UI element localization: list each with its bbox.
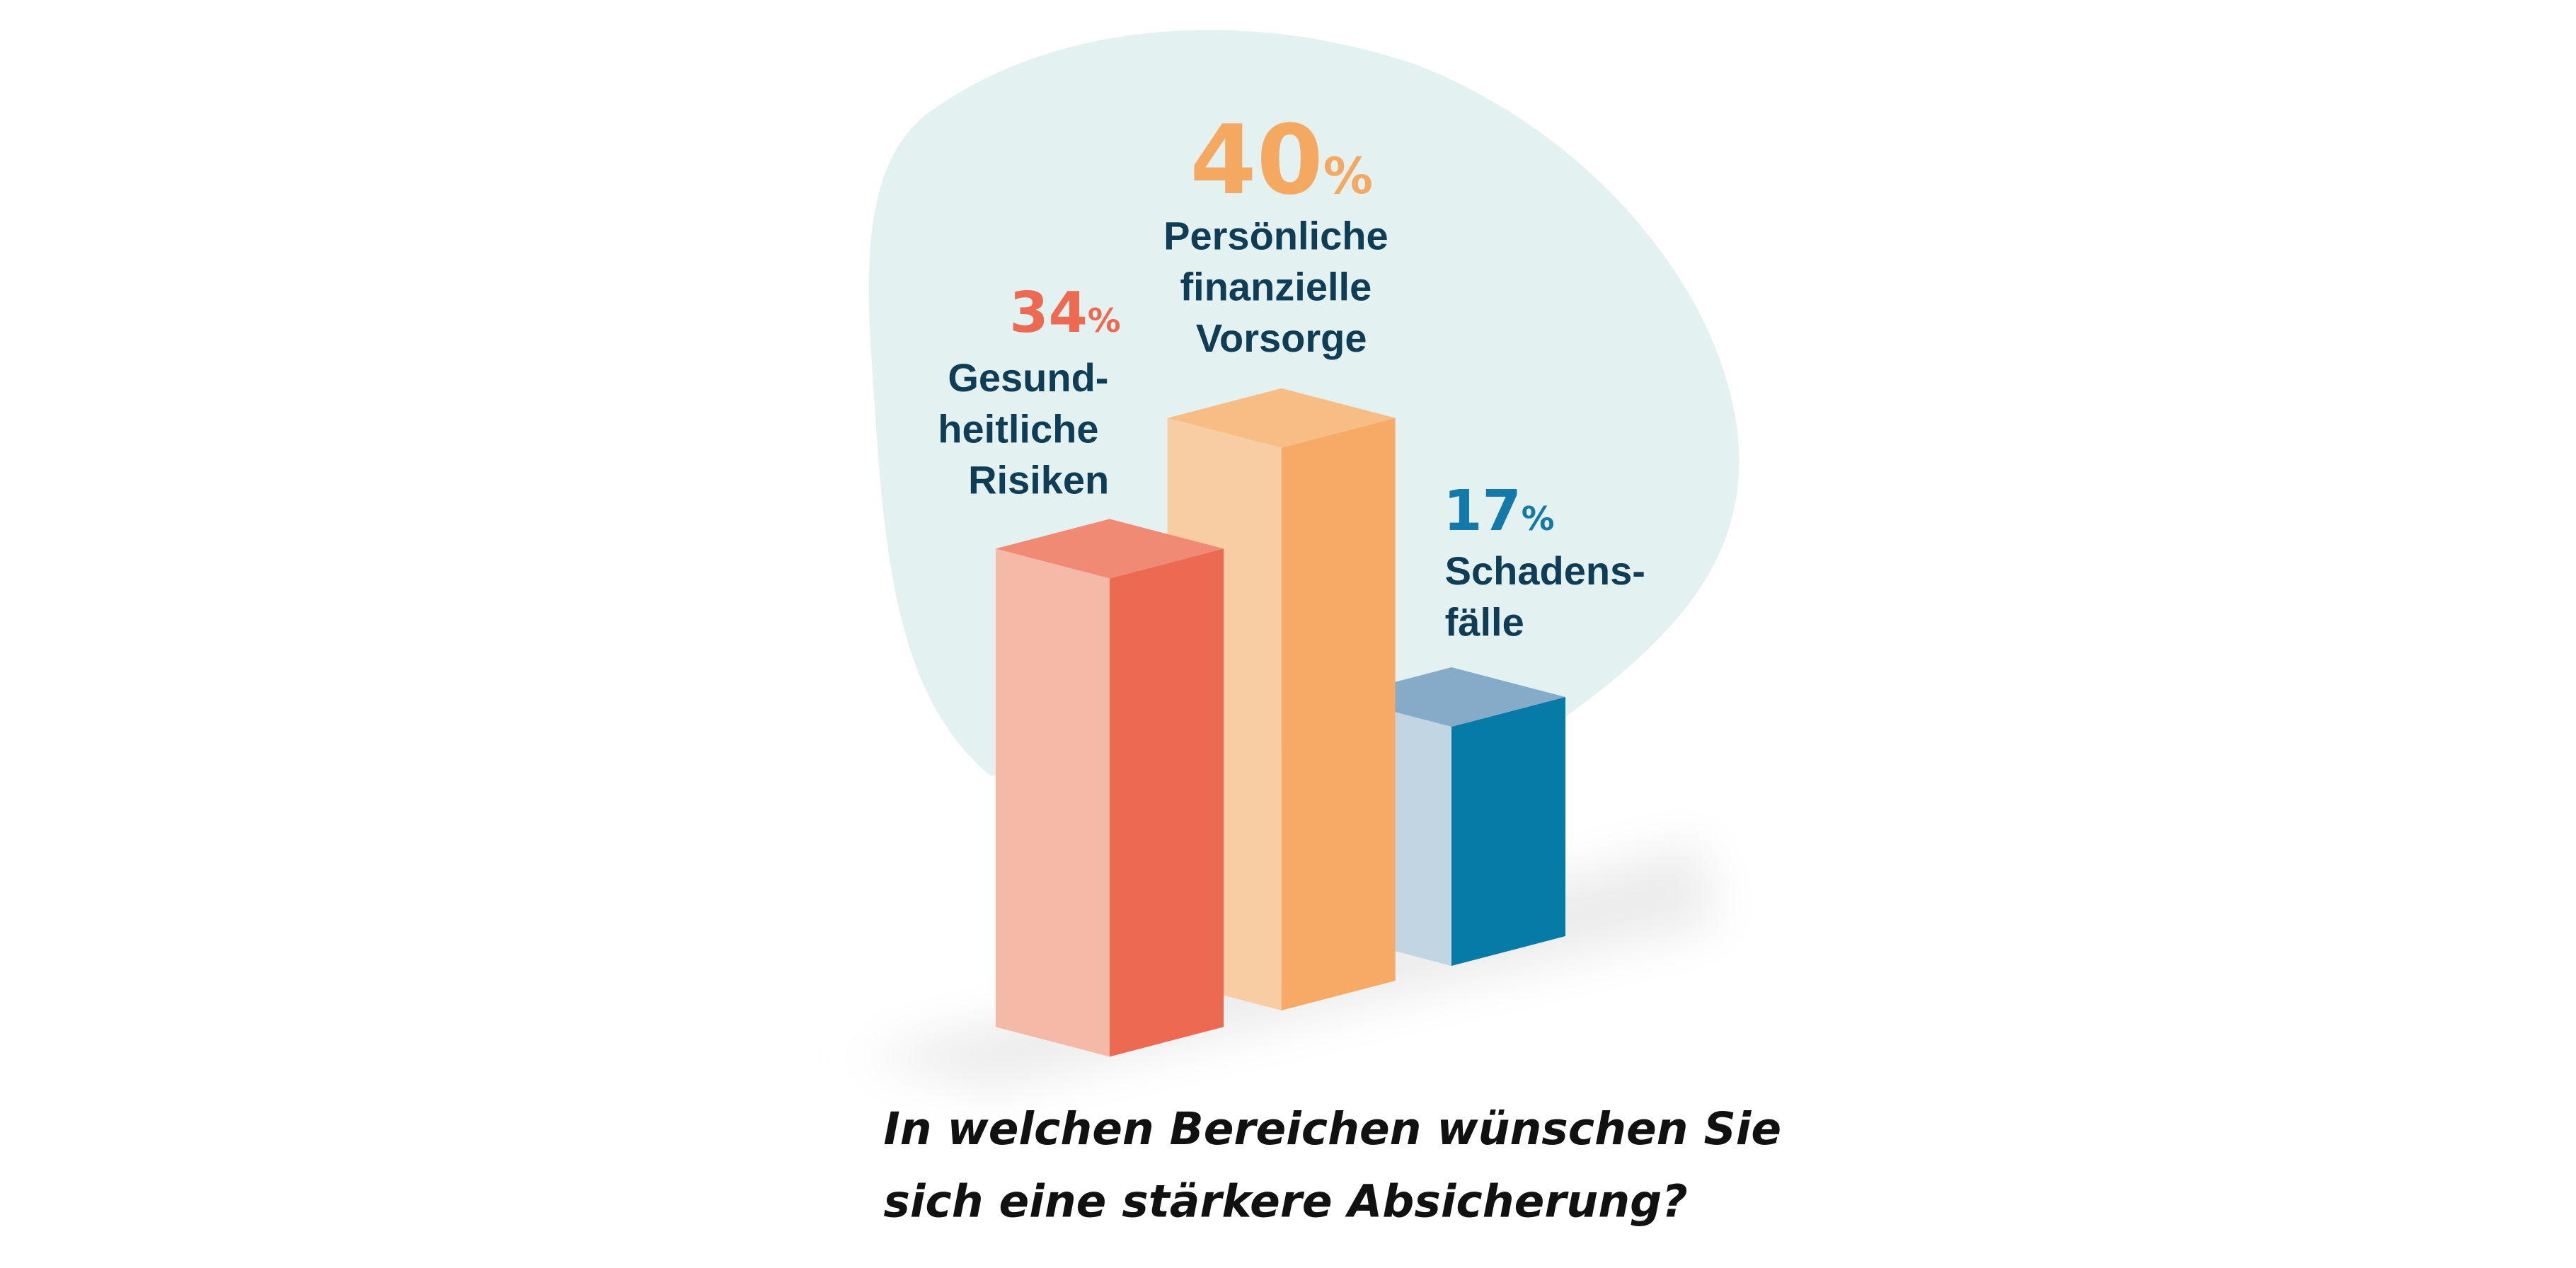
label-line: Gesund- — [948, 355, 1108, 400]
category-label-0: Gesund- heitliche Risiken — [938, 355, 1120, 502]
bar-top-face — [1167, 388, 1396, 448]
value-label-0: 34% — [1009, 279, 1120, 345]
value-number: 34 — [1009, 279, 1087, 345]
bar-right-face — [1281, 417, 1396, 1010]
label-line: fälle — [1445, 599, 1524, 644]
value-unit: % — [1088, 302, 1121, 340]
label-line: Vorsorge — [1196, 316, 1367, 360]
bar-right-face — [1451, 697, 1565, 966]
value-label-1: 40% — [1190, 104, 1372, 216]
bar-top-face — [996, 519, 1224, 579]
value-number: 17 — [1443, 478, 1521, 543]
chart-question: In welchen Bereichen wünschen Sie sich e… — [883, 1103, 1797, 1228]
bar-0 — [996, 519, 1224, 1057]
value-label-2: 17% — [1443, 478, 1554, 543]
category-label-2: Schadens- fälle — [1445, 548, 1657, 644]
label-line: heitliche — [938, 406, 1098, 451]
bar-left-face — [996, 548, 1110, 1057]
label-line: Risiken — [968, 458, 1109, 502]
question-line: sich eine stärkere Absicherung? — [883, 1176, 1687, 1228]
bar-right-face — [1110, 548, 1224, 1057]
label-line: finanzielle — [1180, 265, 1372, 309]
category-label-1: Persönliche finanzielle Vorsorge — [1163, 213, 1399, 360]
value-unit: % — [1323, 147, 1373, 205]
bars-group — [996, 388, 1565, 1057]
label-line: Persönliche — [1163, 213, 1388, 258]
question-line: In welchen Bereichen wünschen Sie — [883, 1103, 1781, 1155]
value-unit: % — [1522, 500, 1555, 538]
value-number: 40 — [1190, 104, 1323, 216]
label-line: Schadens- — [1445, 548, 1645, 593]
